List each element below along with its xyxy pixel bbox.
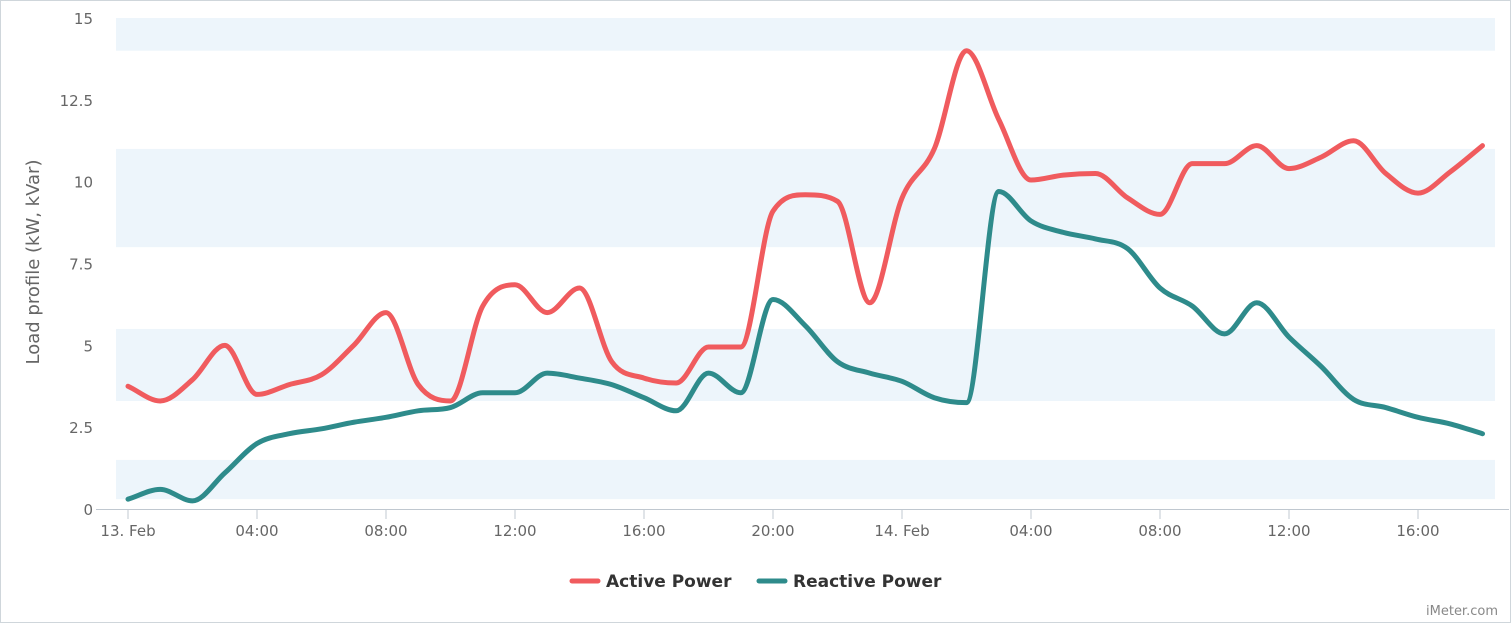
- y-tick-label: 15: [74, 10, 93, 28]
- legend-label-reactive-power: Reactive Power: [793, 572, 942, 592]
- x-tick-label: 04:00: [1009, 522, 1052, 540]
- plot-band-3: [116, 18, 1495, 51]
- x-tick-label: 20:00: [751, 522, 794, 540]
- y-tick-label: 7.5: [69, 256, 93, 274]
- legend-item-active-power[interactable]: Active Power: [569, 572, 732, 592]
- plot-bands: [116, 18, 1495, 500]
- y-tick-label: 2.5: [69, 419, 93, 437]
- x-tick-label: 16:00: [1396, 522, 1439, 540]
- x-tick-label: 12:00: [1267, 522, 1310, 540]
- plot-band-1: [116, 328, 1495, 401]
- y-tick-label: 0: [83, 501, 93, 519]
- x-tick-label: 08:00: [1138, 522, 1181, 540]
- series-lines: [125, 48, 1485, 504]
- plot-band-2: [116, 148, 1495, 248]
- y-tick-label: 5: [83, 337, 93, 355]
- y-tick-label: 12.5: [60, 92, 93, 110]
- x-tick-label: 14. Feb: [874, 522, 929, 540]
- y-tick-label: 10: [74, 174, 93, 192]
- axes: 0 2.5 5 7.5 10 12.5 15 13. Feb 04:00 08:00 12:00 16…: [60, 10, 1509, 540]
- legend-label-active-power: Active Power: [606, 572, 732, 592]
- x-tick-label: 16:00: [622, 522, 665, 540]
- series-line-active-power[interactable]: [125, 48, 1485, 404]
- x-tick-label: 12:00: [493, 522, 536, 540]
- y-axis-title: Load profile (kW, kVar): [23, 160, 44, 365]
- plot-band-0: [116, 459, 1495, 500]
- legend-item-reactive-power[interactable]: Reactive Power: [756, 572, 942, 592]
- legend[interactable]: Active Power Reactive Power: [569, 572, 942, 592]
- credit-link[interactable]: iMeter.com: [1426, 604, 1498, 619]
- x-tick-label: 08:00: [364, 522, 407, 540]
- series-line-reactive-power[interactable]: [125, 188, 1485, 504]
- x-tick-label: 04:00: [235, 522, 278, 540]
- x-tick-label: 13. Feb: [100, 522, 155, 540]
